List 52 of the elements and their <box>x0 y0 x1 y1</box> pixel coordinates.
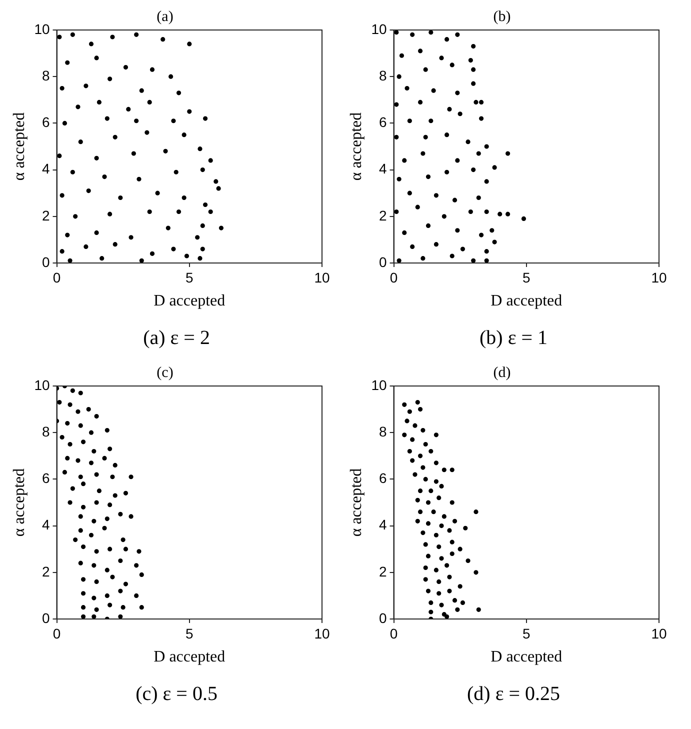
x-tick-label: 0 <box>390 269 398 286</box>
y-tick-label: 2 <box>42 207 50 224</box>
x-axis-title: D accepted <box>490 648 562 666</box>
x-axis-title: D accepted <box>154 292 226 310</box>
y-tick-label: 6 <box>42 470 50 486</box>
x-tick-label: 0 <box>390 625 398 642</box>
y-tick-label: 10 <box>371 376 387 393</box>
y-tick-label: 2 <box>378 207 387 224</box>
x-tick-label: 10 <box>651 625 667 642</box>
y-axis-title: α accepted <box>10 468 28 537</box>
y-axis-title: α accepted <box>348 468 365 537</box>
y-axis-title: α accepted <box>10 112 28 181</box>
x-tick-label: 0 <box>52 625 61 642</box>
text: (d) ε = 0.25 <box>466 683 561 706</box>
x-axis-title: D accepted <box>490 292 562 310</box>
chart-title: (d) <box>493 364 511 381</box>
y-tick-label: 10 <box>34 20 50 37</box>
y-tick-label: 10 <box>371 20 387 37</box>
y-tick-label: 0 <box>42 610 50 626</box>
x-tick-label: 5 <box>185 625 194 642</box>
y-axis-title: α accepted <box>348 112 365 181</box>
y-tick-label: 8 <box>42 423 50 440</box>
y-tick-label: 0 <box>42 254 50 270</box>
y-tick-label: 8 <box>378 67 387 84</box>
x-tick-label: 5 <box>522 269 530 286</box>
y-tick-label: 4 <box>378 160 387 177</box>
y-tick-label: 0 <box>378 254 387 270</box>
text: (a) ε = 2 <box>142 327 211 350</box>
y-tick-label: 0 <box>378 610 387 626</box>
text: (b) ε = 1 <box>478 327 548 350</box>
y-tick-label: 4 <box>42 516 50 533</box>
chart-title: (a) <box>156 8 174 25</box>
x-tick-label: 5 <box>185 269 194 286</box>
text: (c) ε = 0.5 <box>134 683 218 706</box>
y-tick-label: 2 <box>42 563 50 580</box>
x-tick-label: 5 <box>522 625 530 642</box>
chart-title: (c) <box>156 364 174 381</box>
y-tick-label: 6 <box>378 470 387 486</box>
y-tick-label: 8 <box>42 67 50 84</box>
y-tick-label: 2 <box>378 563 387 580</box>
y-tick-label: 10 <box>34 376 50 393</box>
x-tick-label: 10 <box>314 269 330 286</box>
x-tick-label: 10 <box>651 269 667 286</box>
y-tick-label: 6 <box>42 114 50 130</box>
x-tick-label: 10 <box>314 625 330 642</box>
y-tick-label: 4 <box>378 516 387 533</box>
y-tick-label: 4 <box>42 160 50 177</box>
x-axis-title: D accepted <box>154 648 226 666</box>
y-tick-label: 8 <box>378 423 387 440</box>
chart-title: (b) <box>493 8 511 25</box>
x-tick-label: 0 <box>52 269 61 286</box>
y-tick-label: 6 <box>378 114 387 130</box>
